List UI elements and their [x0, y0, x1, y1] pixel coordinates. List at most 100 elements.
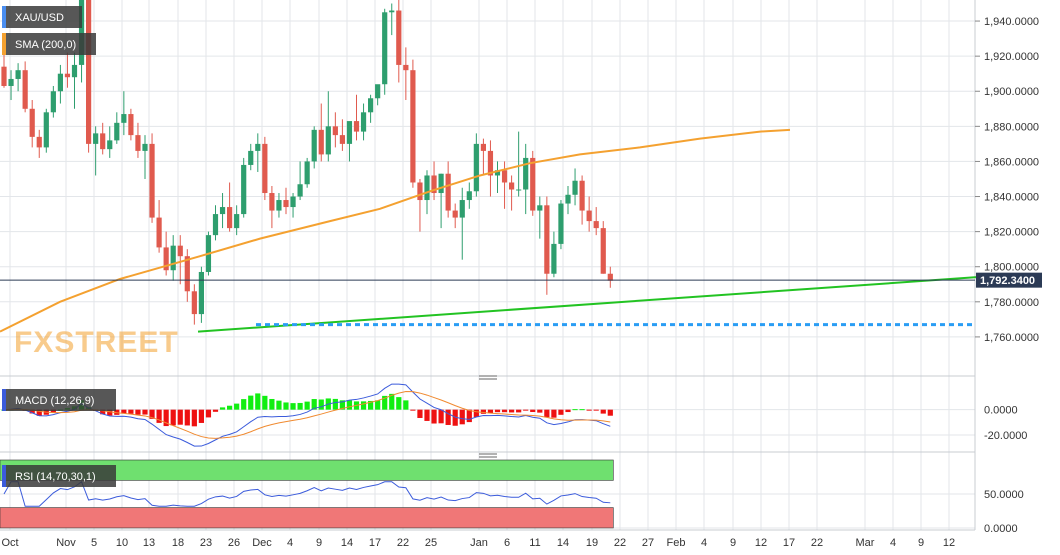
y-tick-label: 1,920.0000: [984, 51, 1039, 63]
macd-histogram-bar: [121, 409, 127, 414]
macd-label[interactable]: MACD (12,26,9): [2, 389, 116, 411]
macd-histogram-bar: [198, 409, 204, 423]
candle-body: [509, 182, 515, 190]
macd-histogram-bar: [516, 409, 522, 413]
candle-body: [78, 0, 85, 65]
macd-histogram-bar: [290, 403, 296, 410]
x-tick-label: 11: [529, 537, 540, 549]
macd-histogram-bar: [403, 400, 409, 410]
candle-body: [262, 143, 268, 194]
rsi-tick-label: 50.0000: [984, 489, 1024, 501]
macd-histogram-bar: [530, 409, 536, 413]
macd-histogram-bar: [107, 409, 113, 416]
candle-body: [325, 126, 331, 155]
svg-text:1,792.3400: 1,792.3400: [980, 275, 1035, 287]
y-tick-label: 1,900.0000: [984, 86, 1039, 98]
candle-body: [339, 135, 345, 144]
x-tick-label: Dec: [252, 537, 272, 549]
candle-body: [501, 170, 508, 183]
symbol-label[interactable]: XAU/USD: [2, 6, 82, 28]
macd-histogram-bar: [572, 409, 578, 411]
macd-histogram-bar: [607, 409, 613, 416]
rsi-overbought-zone: [0, 459, 614, 481]
x-tick-label: 22: [397, 537, 409, 549]
candle-body: [396, 10, 402, 65]
x-tick-label: 13: [143, 537, 155, 549]
macd-histogram-bar: [360, 401, 367, 410]
y-tick-label: 1,840.0000: [984, 192, 1039, 204]
candle-body: [163, 247, 169, 271]
rsi-panel-resize-handle[interactable]: [479, 453, 497, 458]
candle-body: [431, 175, 437, 194]
macd-histogram-bar: [297, 402, 303, 410]
candle-body: [276, 200, 282, 211]
macd-tick-label: 0.0000: [984, 405, 1018, 417]
fxstreet-watermark: FXSTREET: [14, 326, 179, 359]
candle-body: [142, 143, 148, 151]
candle-body: [523, 157, 529, 190]
candle-body: [248, 150, 254, 165]
macd-line: [3, 383, 611, 447]
candle-body: [15, 70, 21, 79]
x-tick-label: 12: [755, 537, 767, 549]
candle-body: [487, 150, 494, 176]
x-tick-label: 17: [783, 537, 795, 549]
y-tick-label: 1,760.0000: [984, 332, 1039, 344]
x-tick-label: 18: [172, 537, 184, 549]
candle-body: [360, 112, 367, 132]
candle-body: [375, 84, 381, 99]
candle-body: [600, 228, 606, 274]
candle-body: [121, 114, 127, 123]
candle-body: [198, 271, 204, 315]
macd-histogram-bar: [241, 399, 247, 410]
x-tick-label: Mar: [856, 537, 875, 549]
candle-body: [114, 122, 120, 141]
candle-body: [537, 205, 543, 211]
macd-histogram-bar: [212, 409, 219, 412]
y-tick-label: 1,860.0000: [984, 156, 1039, 168]
sma-label[interactable]: SMA (200,0): [2, 33, 96, 55]
candle-body: [64, 73, 71, 78]
candle-body: [184, 256, 190, 292]
x-tick-label: 22: [811, 537, 823, 549]
candle-body: [177, 245, 183, 257]
candle-body: [57, 73, 63, 92]
macd-histogram-bar: [424, 409, 430, 421]
macd-histogram-bar: [304, 401, 310, 410]
x-tick-label: 25: [425, 537, 437, 549]
macd-panel-resize-handle[interactable]: [479, 375, 497, 380]
macd-histogram-bar: [50, 409, 56, 413]
macd-histogram-bar: [523, 409, 529, 411]
candle-body: [212, 214, 219, 236]
candle-body: [255, 143, 261, 151]
svg-text:RSI (14,70,30,1): RSI (14,70,30,1): [15, 471, 96, 483]
svg-text:XAU/USD: XAU/USD: [15, 12, 64, 24]
macd-histogram-bar: [142, 409, 148, 415]
x-tick-label: Jan: [470, 537, 488, 549]
macd-histogram-bar: [149, 409, 155, 419]
x-tick-label: 4: [287, 537, 293, 549]
price-panel: [0, 0, 975, 372]
macd-histogram-bar: [565, 409, 571, 413]
rsi-label[interactable]: RSI (14,70,30,1): [2, 465, 116, 487]
rsi-line: [3, 480, 611, 507]
macd-histogram-bar: [318, 399, 324, 410]
macd-histogram-bar: [501, 409, 508, 413]
candle-body: [22, 70, 28, 109]
x-tick-label: 23: [200, 537, 212, 549]
macd-histogram-bar: [487, 409, 494, 414]
x-tick-label: 9: [918, 537, 924, 549]
candle-body: [128, 114, 134, 136]
candle-body: [107, 140, 113, 150]
macd-histogram-bar: [445, 409, 451, 425]
macd-histogram-bar: [368, 400, 374, 410]
candle-body: [1, 66, 7, 86]
macd-histogram-bar: [346, 400, 353, 410]
candle-body: [304, 161, 310, 185]
macd-histogram-bar: [234, 403, 240, 410]
macd-histogram-bar: [339, 400, 345, 410]
macd-histogram-bar: [205, 409, 212, 418]
macd-histogram-bar: [248, 395, 254, 410]
candle-body: [156, 217, 162, 248]
candle-body: [586, 210, 592, 222]
